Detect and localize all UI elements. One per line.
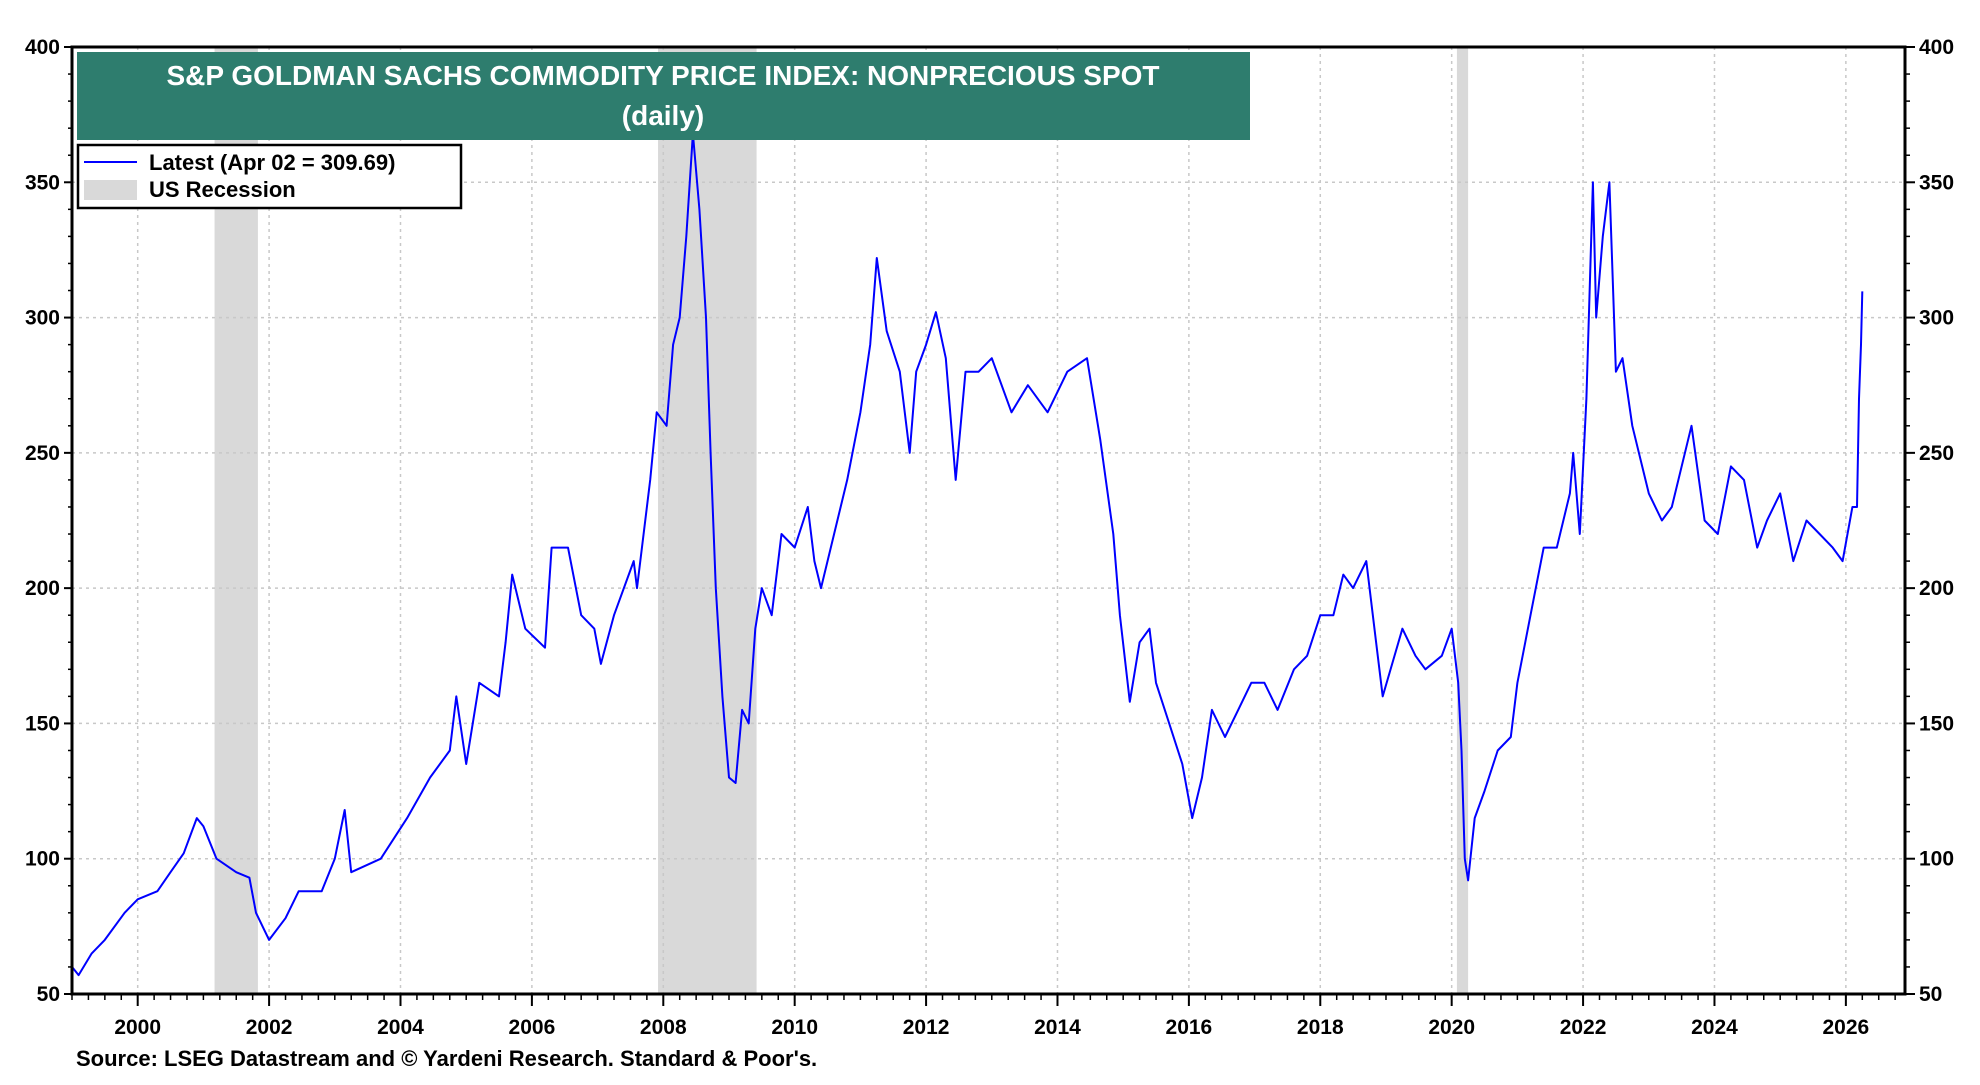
y-left-tick-label: 150 xyxy=(25,712,60,735)
x-tick-label: 2014 xyxy=(1034,1016,1081,1039)
grid-lines xyxy=(72,47,1905,994)
y-right-tick-label: 150 xyxy=(1919,712,1954,735)
y-left-tick-label: 200 xyxy=(25,577,60,600)
chart-title: S&P GOLDMAN SACHS COMMODITY PRICE INDEX:… xyxy=(166,60,1159,91)
y-left-tick-label: 300 xyxy=(25,307,60,330)
y-left-tick-label: 250 xyxy=(25,442,60,465)
chart-subtitle: (daily) xyxy=(622,100,704,131)
x-tick-label: 2004 xyxy=(377,1016,424,1039)
y-right-tick-label: 250 xyxy=(1919,442,1954,465)
x-tick-label: 2020 xyxy=(1428,1016,1475,1039)
series-line-latest xyxy=(71,132,1864,977)
y-right-tick-label: 100 xyxy=(1919,848,1954,871)
plot-frame xyxy=(70,45,1907,996)
x-tick-label: 2008 xyxy=(640,1016,687,1039)
x-tick-label: 2026 xyxy=(1823,1016,1870,1039)
y-left-tick-label: 50 xyxy=(37,983,60,1006)
legend-box xyxy=(76,143,463,210)
y-axis-labels: 50 50 100 100 150 150 200 200 250 250 300 300 350 350… xyxy=(25,36,1954,1006)
x-tick-label: 2022 xyxy=(1560,1016,1607,1039)
y-right-tick-label: 300 xyxy=(1919,307,1954,330)
legend-recession-label: US Recession xyxy=(149,177,296,202)
legend-series-label: Latest (Apr 02 = 309.69) xyxy=(149,150,395,175)
y-left-tick-label: 400 xyxy=(25,36,60,59)
recession-band xyxy=(1456,47,1469,994)
x-tick-label: 2010 xyxy=(771,1016,818,1039)
source-note: Source: LSEG Datastream and © Yardeni Re… xyxy=(76,1046,817,1071)
y-right-tick-label: 50 xyxy=(1919,983,1942,1006)
axis-ticks xyxy=(64,46,1915,1006)
recession-band xyxy=(658,47,757,994)
legend-recession-swatch xyxy=(84,180,137,200)
x-tick-label: 2024 xyxy=(1691,1016,1738,1039)
legend: Latest (Apr 02 = 309.69) US Recession xyxy=(76,143,463,210)
x-tick-label: 2000 xyxy=(114,1016,161,1039)
x-tick-label: 2018 xyxy=(1297,1016,1344,1039)
series-layer xyxy=(71,132,1864,977)
y-right-tick-label: 400 xyxy=(1919,36,1954,59)
y-right-tick-label: 350 xyxy=(1919,171,1954,194)
y-left-tick-label: 350 xyxy=(25,171,60,194)
y-right-tick-label: 200 xyxy=(1919,577,1954,600)
x-axis-labels: 2000 2002 2004 2006 2008 2010 2012 2014 2016 2018… xyxy=(114,1016,1869,1039)
x-tick-label: 2012 xyxy=(903,1016,950,1039)
title-background xyxy=(77,52,1250,140)
x-tick-label: 2016 xyxy=(1166,1016,1213,1039)
y-left-tick-label: 100 xyxy=(25,848,60,871)
x-tick-label: 2002 xyxy=(246,1016,293,1039)
title-box: S&P GOLDMAN SACHS COMMODITY PRICE INDEX:… xyxy=(77,52,1250,140)
x-tick-label: 2006 xyxy=(509,1016,556,1039)
